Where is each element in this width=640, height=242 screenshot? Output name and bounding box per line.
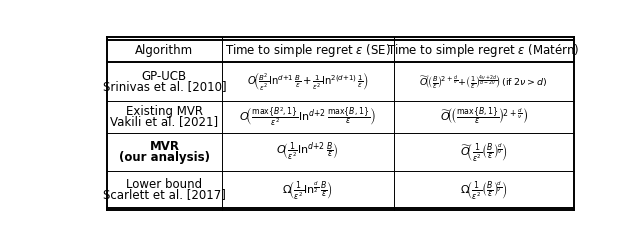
Text: Srinivas et al. [2010]: Srinivas et al. [2010] (102, 80, 226, 93)
Text: $\Omega\!\left(\frac{1}{\epsilon^2}\left(\frac{B}{\epsilon}\right)^{\!\frac{d}{\: $\Omega\!\left(\frac{1}{\epsilon^2}\left… (460, 179, 508, 201)
Text: Vakili et al. [2021]: Vakili et al. [2021] (110, 115, 218, 129)
Text: (our analysis): (our analysis) (119, 151, 210, 164)
Text: $O\!\left(\frac{B^2}{\epsilon^2}\ln^{d+1}\frac{B}{\epsilon}+\frac{1}{\epsilon^2}: $O\!\left(\frac{B^2}{\epsilon^2}\ln^{d+1… (247, 70, 369, 92)
Text: $\widetilde{O}\!\left(\frac{1}{\epsilon^2}\left(\frac{B}{\epsilon}\right)^{\!\fr: $\widetilde{O}\!\left(\frac{1}{\epsilon^… (460, 141, 508, 163)
Text: $O\!\left(\frac{1}{\epsilon^2}\ln^{d+2}\frac{B}{\epsilon}\right)$: $O\!\left(\frac{1}{\epsilon^2}\ln^{d+2}\… (276, 141, 339, 163)
Text: $O\!\left(\frac{\max\{B^2,1\}}{\epsilon^2}\ln^{d+2}\frac{\max\{B,1\}}{\epsilon}\: $O\!\left(\frac{\max\{B^2,1\}}{\epsilon^… (239, 105, 376, 128)
Text: $\widetilde{O}\!\left(\!\left(\frac{\max\{B,1\}}{\epsilon}\right)^{\!2+\frac{d}{: $\widetilde{O}\!\left(\!\left(\frac{\max… (440, 106, 528, 127)
Text: Lower bound: Lower bound (126, 178, 202, 191)
Text: Existing MVR: Existing MVR (126, 105, 203, 118)
Text: Algorithm: Algorithm (135, 45, 193, 58)
Text: Time to simple regret $\epsilon$ (Matérn): Time to simple regret $\epsilon$ (Matérn… (387, 43, 580, 60)
Text: Scarlett et al. [2017]: Scarlett et al. [2017] (103, 188, 226, 201)
Text: Time to simple regret $\epsilon$ (SE): Time to simple regret $\epsilon$ (SE) (225, 43, 391, 60)
Text: GP-UCB: GP-UCB (142, 70, 187, 83)
Text: MVR: MVR (149, 140, 179, 153)
Text: $\Omega\!\left(\frac{1}{\epsilon^2}\ln^{\frac{d}{2}}\frac{B}{\epsilon}\right)$: $\Omega\!\left(\frac{1}{\epsilon^2}\ln^{… (282, 179, 333, 201)
Text: $\widetilde{O}\!\left(\!\left(\frac{B}{\epsilon}\right)^{\!2+\frac{d}{\nu}}\!+\!: $\widetilde{O}\!\left(\!\left(\frac{B}{\… (419, 73, 548, 90)
